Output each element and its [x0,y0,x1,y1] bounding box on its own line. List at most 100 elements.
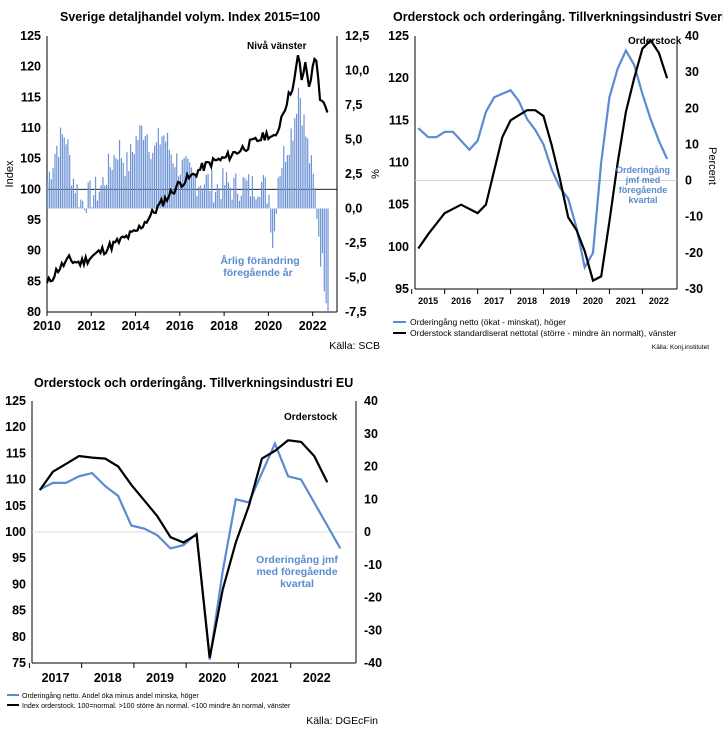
sweden-xtick: 2021 [616,296,636,306]
eu-ytick-left: 115 [6,446,26,460]
sweden-orderingang-line [417,48,669,271]
retail-bar [207,173,209,209]
retail-bar [275,208,277,214]
retail-xtick: 2010 [33,319,61,333]
retail-bar [211,169,213,209]
retail-bar [284,161,287,209]
retail-bar [168,149,170,209]
sweden-orders-chart: Orderstock och orderingång. Tillverkning… [388,10,723,351]
retail-bar [113,155,115,209]
retail-bar [227,182,229,209]
retail-bar [264,177,266,209]
retail-bar [222,168,224,209]
retail-bar [296,113,298,209]
retail-bar [235,173,237,209]
retail-bar [321,208,324,254]
retail-bar [283,145,285,209]
retail-bar [133,153,135,209]
retail-bar [213,202,215,209]
retail-bar [139,125,141,209]
retail-ytick-right: 7,5 [345,98,362,112]
retail-bar [273,208,276,232]
retail-ytick-right: 0,0 [345,202,362,216]
eu-ytick-right: -30 [364,623,382,637]
retail-xtick: 2016 [166,319,194,333]
retail-bar [150,159,152,209]
retail-bar [229,187,231,209]
retail-bar [159,144,161,209]
retail-bar [67,139,69,209]
retail-bar [98,191,100,209]
retail-bar [231,199,233,209]
retail-ytick-right: -5,0 [345,271,367,285]
retail-bar [200,185,202,209]
retail-bar [166,132,169,209]
sweden-xtick: 2016 [451,296,471,306]
retail-bar [76,184,78,209]
sweden-ytick-left: 95 [395,282,409,296]
retail-bar [96,200,99,209]
retail-ytick-right: 12,5 [345,29,369,43]
retail-bar [194,176,196,209]
retail-bar [70,185,73,209]
retail-bar [290,128,292,209]
retail-bar [233,177,235,209]
sweden-xtick: 2022 [649,296,669,306]
eu-ytick-right: 10 [364,492,378,506]
retail-bar [294,117,296,209]
retail-bar [153,145,156,209]
retail-bar [209,190,211,209]
retail-bar [189,162,191,209]
eu-ytick-left: 125 [5,394,26,408]
retail-bar [246,180,248,209]
retail-annotation-bars-1: Årlig förändring [220,254,299,267]
retail-index-line [45,55,329,284]
sweden-annotation-blue-3: föregående [619,185,668,195]
retail-ytick-right: -7,5 [345,305,367,319]
retail-xtick: 2014 [122,319,150,333]
retail-bar [100,185,102,209]
retail-bar [83,208,86,211]
retail-bar [240,195,242,209]
retail-bar [248,174,250,209]
retail-bar [305,136,307,209]
retail-bar [82,200,84,209]
retail-chart: Sverige detaljhandel volym. Index 2015=1… [4,10,382,352]
retail-bar [118,139,121,209]
retail-bar [87,182,89,209]
eu-xtick: 2017 [42,671,70,685]
sweden-ytick-right: 20 [685,101,699,115]
retail-ytick-left: 105 [20,152,41,166]
sweden-ytick-right: -30 [685,282,703,296]
eu-ytick-right: 40 [364,394,378,408]
retail-bar [148,151,150,209]
retail-bar [196,195,198,209]
eu-ytick-left: 120 [5,420,26,434]
retail-bar [176,153,178,209]
retail-bar [102,176,104,209]
retail-bar [109,167,111,209]
sweden-ytick-left: 100 [388,240,409,254]
eu-ytick-left: 75 [12,656,26,670]
sweden-xtick: 2017 [484,296,504,306]
retail-bar-series [47,87,329,311]
retail-bar [117,159,119,209]
retail-bar [310,155,313,209]
retail-bar [172,163,174,209]
retail-bar [80,199,82,209]
retail-bar [146,134,148,209]
sweden-xtick: 2018 [517,296,537,306]
retail-bar [85,208,87,214]
eu-ytick-right: -40 [364,656,382,670]
retail-ytick-left: 125 [20,29,41,43]
retail-bar [72,178,75,209]
eu-annotation-orderstock: Orderstock [284,412,338,423]
sweden-annotation-blue-4: kvartal [628,195,657,205]
retail-bar [307,138,309,209]
retail-bar [56,145,58,209]
retail-ytick-right: 2,5 [345,167,362,181]
retail-bar [61,134,63,209]
retail-bar [203,184,206,209]
retail-bar [281,168,283,209]
eu-ytick-left: 95 [12,551,26,565]
